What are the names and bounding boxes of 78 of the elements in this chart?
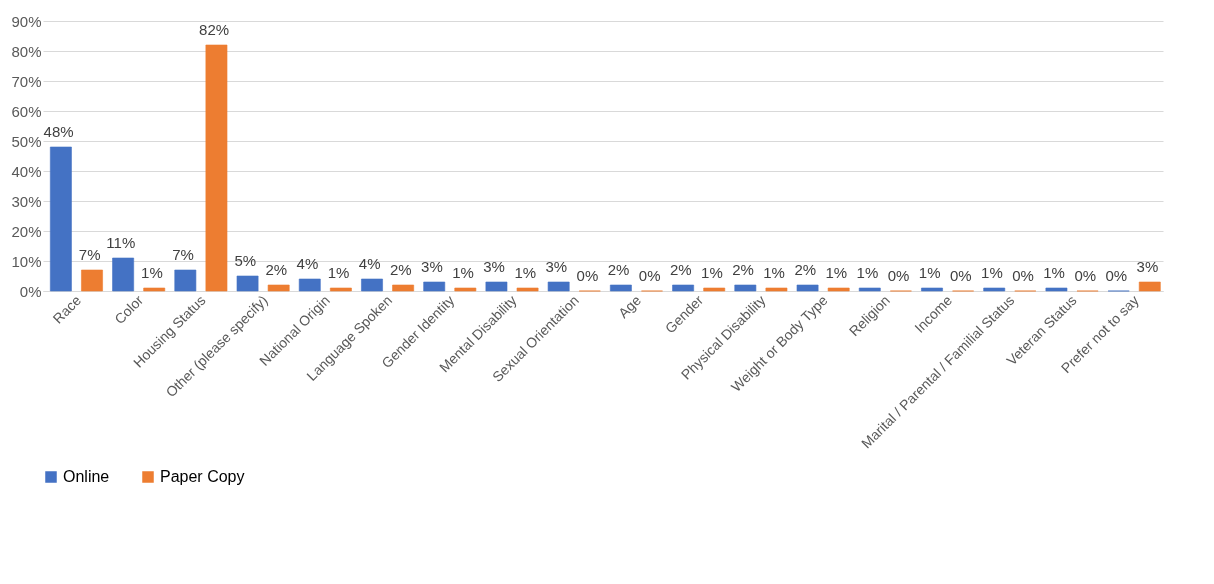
x-tick-label: Age [615, 291, 645, 322]
bar [454, 287, 477, 292]
y-tick-label: 10% [11, 252, 42, 270]
data-label: 1% [141, 264, 163, 281]
bar [1138, 281, 1161, 292]
bar [205, 44, 228, 292]
bar [392, 284, 414, 292]
bar [796, 284, 819, 292]
data-label: 0% [949, 267, 972, 284]
bar [921, 287, 943, 292]
bar [267, 284, 290, 292]
bar [485, 281, 508, 292]
data-label: 2% [389, 261, 412, 278]
data-label: 0% [1074, 267, 1097, 284]
bar [703, 287, 726, 292]
data-label: 0% [576, 267, 599, 284]
legend-label: Online [63, 468, 110, 485]
data-label: 1% [327, 264, 350, 281]
data-label: 1% [918, 264, 941, 281]
bar [330, 287, 352, 292]
y-tick-label: 0% [19, 282, 42, 300]
bar [610, 284, 632, 292]
data-label: 3% [1136, 258, 1159, 275]
y-tick-label: 20% [11, 222, 42, 240]
data-label: 2% [669, 261, 692, 278]
bar [174, 269, 197, 292]
bar [236, 275, 259, 292]
y-tick-label: 70% [11, 72, 42, 90]
bar [112, 257, 134, 292]
y-tick-label: 50% [11, 132, 42, 150]
data-label: 11% [106, 234, 136, 251]
data-label: 1% [856, 264, 879, 281]
data-label: 4% [358, 255, 381, 272]
y-tick-label: 60% [11, 102, 42, 120]
bar [827, 287, 850, 292]
data-label: 0% [638, 267, 661, 284]
data-label: 2% [794, 261, 817, 278]
data-label: 0% [887, 267, 910, 284]
bar [765, 287, 788, 292]
data-label: 1% [1043, 264, 1065, 281]
data-label: 7% [78, 246, 101, 263]
data-label: 82% [199, 21, 230, 38]
bar [547, 281, 570, 292]
bar [50, 146, 72, 292]
data-label: 1% [763, 264, 785, 281]
bar [81, 269, 103, 292]
data-label: 1% [514, 264, 537, 281]
data-label: 3% [483, 258, 505, 275]
bar [298, 278, 321, 292]
bar [1045, 287, 1068, 292]
data-label: 4% [296, 255, 319, 272]
bar [672, 284, 694, 292]
data-label: 0% [1012, 267, 1034, 284]
y-tick-label: 90% [11, 12, 42, 30]
data-label: 1% [452, 264, 474, 281]
data-label: 2% [265, 261, 288, 278]
legend-label: Paper Copy [160, 468, 245, 485]
y-tick-label: 30% [11, 192, 42, 210]
bar [858, 287, 881, 292]
data-label: 7% [172, 246, 194, 263]
data-label: 2% [732, 261, 754, 278]
data-label: 3% [421, 258, 443, 275]
data-label: 1% [701, 264, 723, 281]
bar [423, 281, 446, 292]
data-label: 48% [43, 123, 74, 140]
y-tick-label: 80% [11, 42, 42, 60]
data-label: 0% [1105, 267, 1128, 284]
data-label: 1% [981, 264, 1003, 281]
data-label: 1% [825, 264, 848, 281]
bar [734, 284, 757, 292]
bar [516, 287, 539, 292]
bar [983, 287, 1006, 292]
bar [361, 278, 383, 292]
bar [143, 287, 166, 292]
y-tick-label: 40% [11, 162, 42, 180]
data-label: 5% [234, 252, 257, 269]
data-label: 2% [607, 261, 630, 278]
data-label: 3% [545, 258, 568, 275]
